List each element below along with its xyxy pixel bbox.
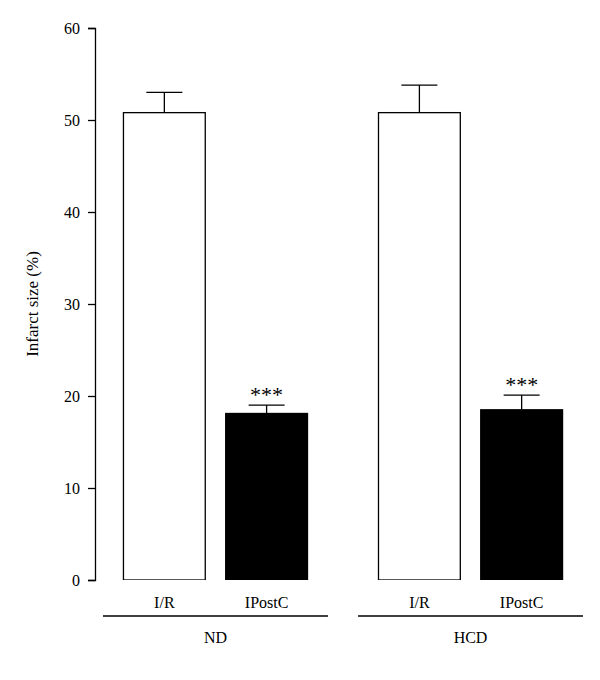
bar	[123, 113, 205, 580]
group-line	[358, 615, 583, 616]
y-tick-label: 40	[64, 204, 80, 221]
y-axis: 0 10 20 30 40 50 60	[64, 20, 96, 589]
error-bar-stem	[521, 395, 522, 410]
bar	[481, 410, 563, 580]
y-tick-mark	[88, 304, 95, 305]
y-tick-mark	[88, 396, 95, 397]
bar	[378, 113, 460, 580]
plot-area	[123, 85, 562, 580]
significance: ***	[250, 382, 283, 407]
bar	[226, 413, 308, 580]
error-bar-stem	[164, 92, 165, 112]
group-label: ND	[204, 629, 227, 646]
y-axis-title: Infarct size (%)	[23, 251, 42, 357]
chart: 0 10 20 30 40 50 60 Infarct size (%) *** *** I/R IP…	[0, 0, 600, 680]
y-tick: 0	[72, 572, 95, 589]
y-tick-label: 60	[64, 20, 80, 37]
y-tick: 20	[64, 388, 95, 405]
category-label: IPostC	[245, 594, 289, 611]
group-line	[103, 615, 328, 616]
error-bar-stem	[419, 85, 420, 113]
y-tick: 60	[64, 20, 95, 37]
y-tick: 50	[64, 112, 95, 129]
significance: ***	[505, 372, 538, 397]
y-tick-label: 20	[64, 388, 80, 405]
category-label: IPostC	[500, 594, 544, 611]
y-tick-label: 0	[72, 572, 80, 589]
y-axis-line	[88, 29, 96, 581]
y-tick-label: 10	[64, 480, 80, 497]
y-tick: 30	[64, 296, 95, 313]
y-tick-mark	[88, 580, 95, 581]
y-tick-mark	[88, 212, 95, 213]
group-label: HCD	[454, 629, 488, 646]
error-bar-cap	[401, 84, 437, 85]
error-bar-cap	[146, 92, 182, 93]
y-tick-mark	[88, 120, 95, 121]
y-tick-mark	[88, 488, 95, 489]
y-tick: 10	[64, 480, 95, 497]
category-label: I/R	[154, 594, 175, 611]
y-tick-mark	[88, 28, 95, 29]
error-bar	[401, 85, 437, 113]
y-tick-label: 50	[64, 112, 80, 129]
y-tick: 40	[64, 204, 95, 221]
y-tick-label: 30	[64, 296, 80, 313]
category-label: I/R	[409, 594, 430, 611]
error-bar	[146, 92, 182, 112]
error-bar	[504, 395, 540, 410]
